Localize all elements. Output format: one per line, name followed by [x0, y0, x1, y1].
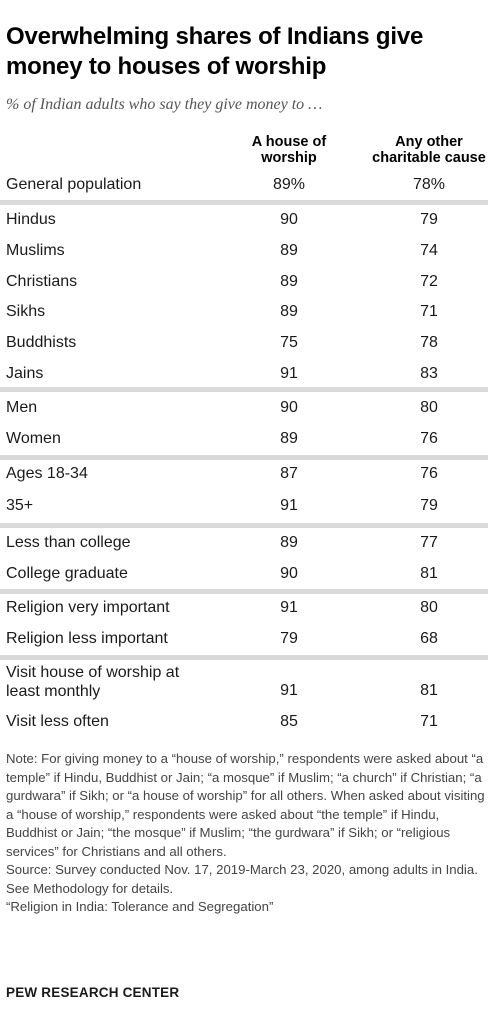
column-header-other-cause: Any other charitable cause [364, 134, 494, 166]
note-text: Note: For giving money to a “house of wo… [6, 751, 485, 859]
value-other-cause: 81 [420, 565, 438, 582]
value-other-cause: 76 [420, 430, 438, 447]
row-label: Religion very important [6, 599, 170, 616]
row-label: Women [6, 430, 61, 447]
value-house-of-worship: 89 [280, 430, 298, 447]
value-house-of-worship: 79 [280, 630, 298, 647]
value-house-of-worship: 89% [272, 176, 306, 193]
column-header-line: A house of [251, 134, 327, 150]
value-house-of-worship: 90 [280, 211, 298, 228]
value-house-of-worship: 89 [280, 273, 298, 290]
value-other-cause: 77 [420, 534, 438, 551]
value-house-of-worship: 85 [280, 713, 298, 730]
value-house-of-worship: 91 [280, 365, 298, 382]
value-other-cause: 81 [420, 682, 438, 699]
group-divider [0, 200, 488, 205]
value-other-cause: 80 [420, 399, 438, 416]
row-label: Buddhists [6, 334, 77, 351]
report-title: “Religion in India: Tolerance and Segreg… [6, 899, 274, 914]
row-label: Religion less important [6, 630, 168, 647]
value-other-cause: 78 [420, 334, 438, 351]
value-house-of-worship: 89 [280, 242, 298, 259]
column-header-line: worship [261, 150, 317, 166]
note-block: Note: For giving money to a “house of wo… [6, 750, 494, 917]
value-other-cause: 68 [420, 630, 438, 647]
value-house-of-worship: 89 [280, 534, 298, 551]
group-divider [0, 523, 488, 528]
row-label: Less than college [6, 534, 131, 551]
row-label: Visit less often [6, 713, 109, 730]
row-label: Men [6, 399, 38, 416]
row-label: Ages 18-34 [6, 465, 88, 482]
value-other-cause: 71 [420, 713, 438, 730]
value-other-cause: 83 [420, 365, 438, 382]
column-header-house-of-worship: A house of worship [224, 134, 354, 166]
data-table: General population 89% 78% Hindus 90 79 Muslim… [0, 176, 488, 730]
chart-title: Overwhelming shares of Indians give mone… [6, 23, 424, 80]
value-house-of-worship: 90 [280, 399, 298, 416]
value-house-of-worship: 91 [280, 682, 298, 699]
row-label: Muslims [6, 242, 65, 259]
value-house-of-worship: 91 [280, 599, 298, 616]
row-label: Hindus [6, 211, 56, 228]
value-house-of-worship: 87 [280, 465, 298, 482]
value-house-of-worship: 89 [280, 303, 298, 320]
row-label: General population [6, 176, 142, 193]
value-other-cause: 78% [412, 176, 446, 193]
row-label: Christians [6, 273, 78, 290]
value-house-of-worship: 90 [280, 565, 298, 582]
column-header-line: charitable cause [372, 150, 486, 166]
value-other-cause: 76 [420, 465, 438, 482]
group-divider [0, 455, 488, 460]
value-other-cause: 72 [420, 273, 438, 290]
group-divider [0, 655, 488, 660]
value-other-cause: 80 [420, 599, 438, 616]
group-divider [0, 387, 488, 392]
value-house-of-worship: 75 [280, 334, 298, 351]
row-label: Visit house of worship at least monthly [6, 664, 180, 700]
value-other-cause: 79 [420, 497, 438, 514]
row-label: Sikhs [6, 303, 46, 320]
value-other-cause: 74 [420, 242, 438, 259]
value-other-cause: 79 [420, 211, 438, 228]
row-label: College graduate [6, 565, 128, 582]
value-house-of-worship: 91 [280, 497, 298, 514]
column-header-line: Any other [395, 134, 463, 150]
row-label: 35+ [6, 497, 34, 514]
source-text: Source: Survey conducted Nov. 17, 2019-M… [6, 862, 478, 896]
group-divider [0, 589, 488, 594]
row-label: Jains [6, 365, 44, 382]
chart-subtitle: % of Indian adults who say they give mon… [6, 96, 323, 113]
footer-brand: PEW RESEARCH CENTER [6, 985, 180, 1000]
value-other-cause: 71 [420, 303, 438, 320]
